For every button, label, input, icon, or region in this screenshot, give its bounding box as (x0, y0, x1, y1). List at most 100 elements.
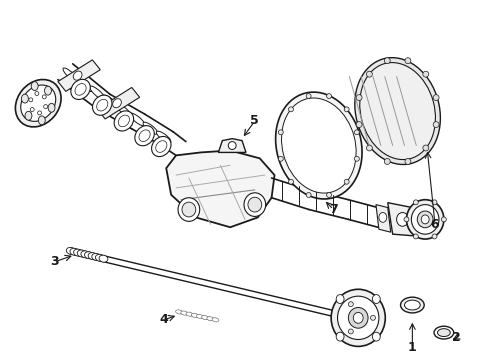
Ellipse shape (347, 302, 352, 307)
Ellipse shape (42, 95, 46, 99)
Polygon shape (375, 204, 390, 232)
Text: 2: 2 (451, 331, 460, 344)
Ellipse shape (278, 130, 283, 135)
Ellipse shape (35, 91, 39, 95)
Ellipse shape (212, 318, 219, 322)
Ellipse shape (305, 193, 310, 197)
Ellipse shape (129, 113, 144, 126)
Ellipse shape (354, 58, 440, 165)
Ellipse shape (347, 329, 352, 334)
Text: 3: 3 (51, 255, 59, 268)
Ellipse shape (29, 98, 33, 102)
Ellipse shape (366, 145, 371, 151)
Ellipse shape (412, 200, 417, 205)
Ellipse shape (156, 131, 170, 143)
Ellipse shape (305, 94, 310, 99)
Ellipse shape (112, 99, 121, 108)
Ellipse shape (326, 94, 331, 99)
Ellipse shape (139, 130, 150, 141)
Ellipse shape (335, 294, 344, 303)
Ellipse shape (114, 111, 133, 131)
Ellipse shape (84, 252, 93, 259)
Ellipse shape (432, 95, 438, 100)
Ellipse shape (99, 255, 108, 262)
Ellipse shape (378, 212, 386, 222)
Ellipse shape (431, 200, 436, 205)
Ellipse shape (71, 79, 90, 99)
Ellipse shape (354, 156, 359, 161)
Ellipse shape (441, 217, 446, 222)
Ellipse shape (135, 126, 154, 146)
Text: 6: 6 (430, 218, 438, 231)
Ellipse shape (288, 179, 293, 184)
Ellipse shape (73, 71, 82, 80)
Ellipse shape (396, 212, 407, 226)
Ellipse shape (155, 141, 166, 152)
Ellipse shape (228, 141, 236, 149)
Ellipse shape (370, 315, 375, 320)
Ellipse shape (352, 312, 363, 323)
Text: 5: 5 (250, 114, 259, 127)
Ellipse shape (412, 234, 417, 239)
Ellipse shape (97, 99, 107, 111)
Ellipse shape (77, 250, 86, 257)
Ellipse shape (196, 314, 203, 319)
Ellipse shape (48, 103, 55, 112)
Ellipse shape (31, 82, 38, 90)
Ellipse shape (63, 68, 79, 83)
Ellipse shape (185, 312, 192, 316)
Ellipse shape (372, 332, 380, 341)
Ellipse shape (384, 158, 389, 165)
Ellipse shape (359, 63, 435, 159)
Ellipse shape (88, 253, 97, 260)
Ellipse shape (38, 116, 45, 125)
Ellipse shape (344, 107, 348, 112)
Ellipse shape (406, 200, 443, 239)
Ellipse shape (404, 158, 410, 165)
Ellipse shape (20, 85, 56, 121)
Ellipse shape (416, 211, 432, 228)
Ellipse shape (81, 251, 89, 258)
Ellipse shape (275, 92, 361, 199)
Ellipse shape (330, 289, 385, 346)
Ellipse shape (116, 104, 131, 117)
Ellipse shape (66, 247, 75, 255)
Ellipse shape (206, 317, 213, 321)
Polygon shape (97, 87, 140, 119)
Ellipse shape (400, 297, 423, 313)
Ellipse shape (337, 296, 378, 339)
Ellipse shape (92, 95, 112, 115)
Ellipse shape (355, 95, 361, 100)
Ellipse shape (432, 122, 438, 127)
Ellipse shape (92, 253, 101, 260)
Ellipse shape (30, 108, 34, 112)
Ellipse shape (404, 58, 410, 64)
Ellipse shape (178, 198, 199, 221)
Ellipse shape (355, 122, 361, 127)
Ellipse shape (422, 145, 428, 151)
Ellipse shape (76, 77, 92, 92)
Ellipse shape (191, 313, 198, 318)
Polygon shape (166, 150, 274, 227)
Ellipse shape (433, 326, 453, 339)
Polygon shape (218, 139, 245, 152)
Ellipse shape (43, 105, 47, 109)
Ellipse shape (44, 86, 51, 95)
Ellipse shape (288, 107, 293, 112)
Ellipse shape (372, 294, 380, 303)
Ellipse shape (384, 58, 389, 64)
Ellipse shape (366, 71, 371, 77)
Ellipse shape (118, 115, 129, 127)
Ellipse shape (175, 310, 182, 314)
Ellipse shape (326, 193, 331, 197)
Text: 7: 7 (328, 203, 337, 216)
Text: 1: 1 (407, 341, 416, 354)
Ellipse shape (143, 122, 158, 134)
Ellipse shape (15, 80, 61, 127)
Ellipse shape (38, 111, 41, 115)
Ellipse shape (21, 94, 28, 103)
Ellipse shape (182, 202, 195, 217)
Ellipse shape (25, 111, 32, 120)
Ellipse shape (201, 315, 208, 320)
Ellipse shape (347, 307, 367, 328)
